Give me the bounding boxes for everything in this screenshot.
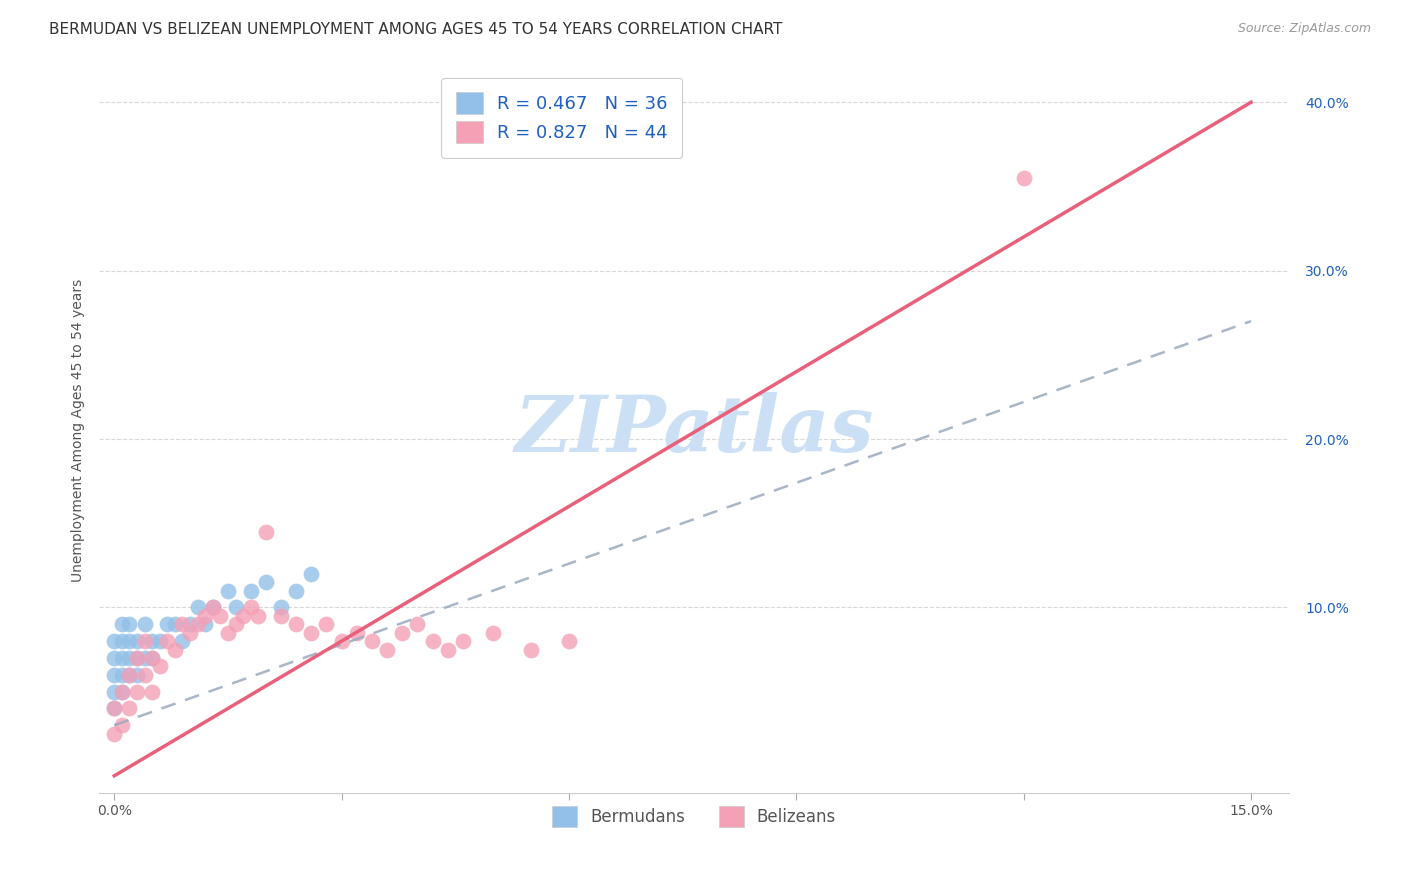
- Y-axis label: Unemployment Among Ages 45 to 54 years: Unemployment Among Ages 45 to 54 years: [72, 279, 86, 582]
- Point: [285, 617, 308, 632]
- Point: [118, 667, 141, 681]
- Point: [254, 575, 277, 590]
- Point: [558, 634, 581, 648]
- Point: [103, 701, 125, 715]
- Point: [134, 617, 156, 632]
- Point: [482, 625, 505, 640]
- Point: [111, 718, 134, 732]
- Point: [201, 600, 224, 615]
- Point: [118, 617, 141, 632]
- Point: [125, 634, 148, 648]
- Point: [217, 583, 239, 598]
- Point: [179, 617, 201, 632]
- Point: [225, 600, 247, 615]
- Point: [103, 667, 125, 681]
- Point: [217, 625, 239, 640]
- Point: [111, 684, 134, 698]
- Point: [118, 651, 141, 665]
- Point: [270, 600, 292, 615]
- Text: Source: ZipAtlas.com: Source: ZipAtlas.com: [1237, 22, 1371, 36]
- Point: [111, 651, 134, 665]
- Point: [111, 667, 134, 681]
- Point: [232, 608, 254, 623]
- Point: [422, 634, 444, 648]
- Point: [194, 617, 217, 632]
- Point: [299, 625, 322, 640]
- Point: [172, 634, 194, 648]
- Point: [254, 524, 277, 539]
- Point: [330, 634, 353, 648]
- Point: [315, 617, 337, 632]
- Point: [201, 600, 224, 615]
- Point: [141, 651, 163, 665]
- Point: [118, 634, 141, 648]
- Point: [156, 617, 179, 632]
- Point: [187, 617, 209, 632]
- Point: [103, 727, 125, 741]
- Point: [163, 642, 186, 657]
- Point: [134, 651, 156, 665]
- Point: [451, 634, 474, 648]
- Point: [118, 667, 141, 681]
- Point: [134, 667, 156, 681]
- Point: [111, 634, 134, 648]
- Point: [1012, 171, 1035, 186]
- Point: [103, 701, 125, 715]
- Point: [103, 634, 125, 648]
- Point: [172, 617, 194, 632]
- Point: [111, 684, 134, 698]
- Point: [391, 625, 413, 640]
- Point: [520, 642, 543, 657]
- Point: [125, 667, 148, 681]
- Point: [225, 617, 247, 632]
- Point: [285, 583, 308, 598]
- Point: [103, 684, 125, 698]
- Point: [209, 608, 232, 623]
- Point: [375, 642, 398, 657]
- Legend: Bermudans, Belizeans: Bermudans, Belizeans: [544, 798, 845, 835]
- Point: [125, 684, 148, 698]
- Point: [125, 651, 148, 665]
- Point: [134, 634, 156, 648]
- Point: [141, 651, 163, 665]
- Point: [406, 617, 429, 632]
- Point: [361, 634, 384, 648]
- Point: [149, 659, 172, 673]
- Text: ZIPatlas: ZIPatlas: [515, 392, 873, 469]
- Point: [118, 701, 141, 715]
- Point: [436, 642, 458, 657]
- Point: [299, 566, 322, 581]
- Point: [111, 617, 134, 632]
- Point: [149, 634, 172, 648]
- Point: [187, 600, 209, 615]
- Point: [194, 608, 217, 623]
- Point: [247, 608, 270, 623]
- Point: [125, 651, 148, 665]
- Point: [163, 617, 186, 632]
- Point: [179, 625, 201, 640]
- Point: [141, 634, 163, 648]
- Point: [239, 583, 262, 598]
- Point: [346, 625, 368, 640]
- Point: [239, 600, 262, 615]
- Point: [156, 634, 179, 648]
- Point: [103, 651, 125, 665]
- Text: BERMUDAN VS BELIZEAN UNEMPLOYMENT AMONG AGES 45 TO 54 YEARS CORRELATION CHART: BERMUDAN VS BELIZEAN UNEMPLOYMENT AMONG …: [49, 22, 783, 37]
- Point: [141, 684, 163, 698]
- Point: [270, 608, 292, 623]
